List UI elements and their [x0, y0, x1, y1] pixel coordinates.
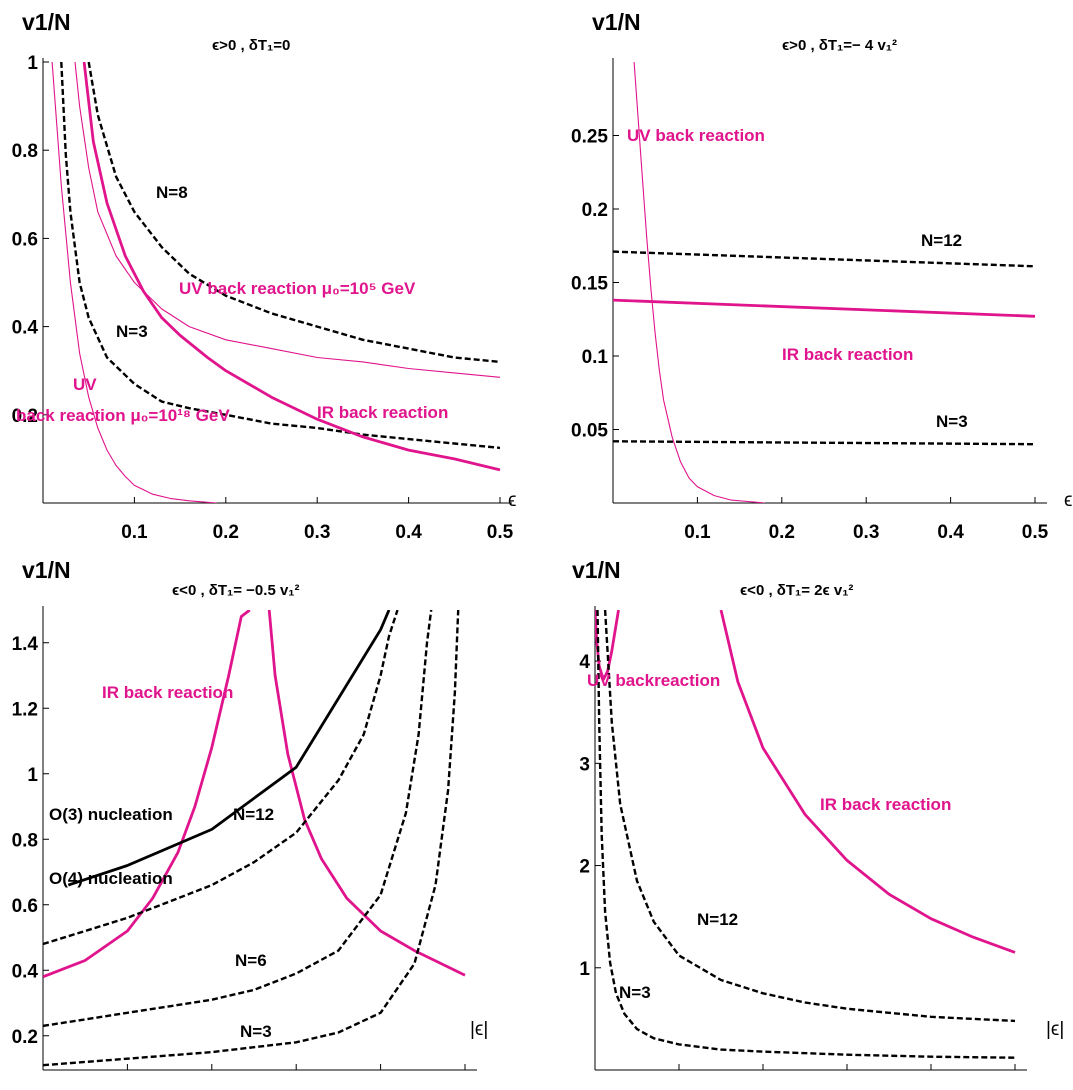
y-tick-label: 0.4	[12, 961, 39, 982]
panel-title: ϵ>0 , δT₁=0	[212, 37, 290, 54]
series-line-4	[633, 62, 765, 503]
series-line-3	[613, 440, 1036, 446]
curve-annotation: N=3	[619, 983, 651, 1002]
series-line-3	[67, 610, 391, 887]
curve-annotation: IR back reaction	[317, 403, 448, 422]
curve-annotation: UV backreaction	[587, 671, 720, 690]
x-tick-label: 0.2	[769, 522, 795, 543]
y-tick-label: 1	[27, 765, 38, 786]
curve-annotation: N=8	[156, 183, 188, 202]
y-tick-label: 0.2	[12, 1027, 38, 1048]
series-group	[51, 62, 501, 503]
y-tick-label: 1.2	[12, 699, 38, 720]
x-tick-label: 0.4	[937, 522, 964, 543]
y-axis-label: v1/N	[572, 557, 621, 583]
series-line-5	[43, 610, 433, 1028]
x-tick-label: 0.5	[1022, 522, 1049, 543]
y-tick-label: 0.15	[571, 274, 608, 295]
x-tick-label: 0.2	[213, 522, 239, 543]
curve-annotation: N=12	[921, 231, 962, 250]
x-tick-label: 0.4	[395, 522, 422, 543]
curve-annotation: UV back reaction	[627, 126, 765, 145]
panel-title: ϵ<0 , δT₁= 2ϵ v₁²	[740, 582, 853, 599]
chart-panel-bottom-right: 0.10.20.30.40.51234v1/N|ϵ|ϵ<0 , δT₁= 2ϵ …	[572, 557, 1064, 1090]
series-group	[43, 610, 466, 1067]
panel-title: ϵ>0 , δT₁=− 4 v₁²	[782, 37, 897, 54]
chart-panel-bottom-left: 0.10.20.30.40.50.20.40.60.811.21.4v1/N|ϵ…	[12, 557, 489, 1090]
y-axis-label: v1/N	[22, 9, 71, 35]
y-tick-label: 1	[579, 959, 590, 980]
y-tick-label: 0.2	[582, 200, 608, 221]
y-tick-label: 0.1	[582, 347, 609, 368]
curve-annotation: IR back reaction	[820, 795, 951, 814]
series-group	[613, 62, 1036, 503]
series-line-1	[87, 62, 501, 364]
series-line-2	[719, 610, 1016, 954]
curve-annotation: N=12	[697, 910, 738, 929]
panel-title: ϵ<0 , δT₁= −0.5 v₁²	[172, 582, 300, 599]
series-line-2	[60, 62, 501, 450]
curve-annotation: O(4) nucleation	[49, 869, 173, 888]
series-group	[595, 610, 1016, 1059]
series-line-4	[74, 62, 501, 378]
y-tick-label: 0.6	[12, 229, 38, 250]
x-tick-label: 0.1	[684, 522, 711, 543]
curve-annotation: N=3	[116, 322, 148, 341]
y-tick-label: 0.4	[12, 318, 39, 339]
series-line-1	[595, 610, 620, 681]
series-line-1	[613, 250, 1036, 268]
curve-annotation: N=3	[936, 412, 968, 431]
curve-annotation: N=6	[235, 951, 267, 970]
series-line-1	[43, 610, 251, 979]
series-line-3	[82, 62, 501, 472]
x-tick-label: 0.5	[487, 522, 514, 543]
series-line-2	[613, 298, 1036, 318]
series-line-4	[43, 610, 399, 946]
chart-panel-top-left: 0.1 0.2 0.3 0.4 0.5 0.2 0.4 0.6 0.8 1 v1/N ϵ ϵ>0 , δ…	[12, 9, 517, 543]
curve-annotation: UV	[73, 375, 97, 394]
y-tick-label: 4	[579, 652, 590, 673]
curve-annotation: N=12	[233, 805, 274, 824]
x-axis-label: |ϵ|	[1046, 1019, 1064, 1040]
y-tick-label: 0.05	[571, 421, 608, 442]
y-tick-label: 0.2	[12, 406, 38, 427]
y-axis-label: v1/N	[592, 9, 641, 35]
y-axis-label: v1/N	[22, 557, 71, 583]
y-tick-label: 3	[579, 754, 590, 775]
y-tick-label: 0.25	[571, 127, 608, 148]
y-tick-label: 1	[27, 53, 38, 74]
y-tick-label: 0.8	[12, 830, 38, 851]
curve-annotation: IR back reaction	[102, 683, 233, 702]
curve-annotation: back reaction μ₀=10¹⁸ GeV	[16, 406, 230, 425]
x-tick-label: 0.1	[121, 522, 148, 543]
x-axis-label: |ϵ|	[470, 1019, 488, 1040]
series-line-4	[596, 610, 1016, 1059]
series-line-3	[603, 610, 1016, 1023]
x-tick-label: 0.3	[853, 522, 879, 543]
curve-annotation: N=3	[240, 1022, 272, 1041]
y-tick-label: 0.8	[12, 141, 38, 162]
chart-panel-top-right: 0.1 0.2 0.3 0.4 0.5 0.05 0.1 0.15 0.2 0.25 v1/N ϵ ϵ>…	[571, 9, 1072, 543]
curve-annotation: O(3) nucleation	[49, 805, 173, 824]
series-line-2	[267, 610, 466, 977]
y-tick-label: 1.4	[12, 634, 39, 655]
x-axis-label: ϵ	[508, 490, 516, 511]
x-axis-label: ϵ	[1064, 490, 1072, 511]
y-tick-label: 2	[579, 857, 590, 878]
x-tick-label: 0.3	[304, 522, 330, 543]
curve-annotation: IR back reaction	[782, 345, 913, 364]
series-line-5	[51, 62, 217, 503]
series-line-6	[43, 610, 460, 1067]
y-tick-label: 0.6	[12, 896, 38, 917]
curve-annotation: UV back reaction μ₀=10⁵ GeV	[179, 279, 416, 298]
